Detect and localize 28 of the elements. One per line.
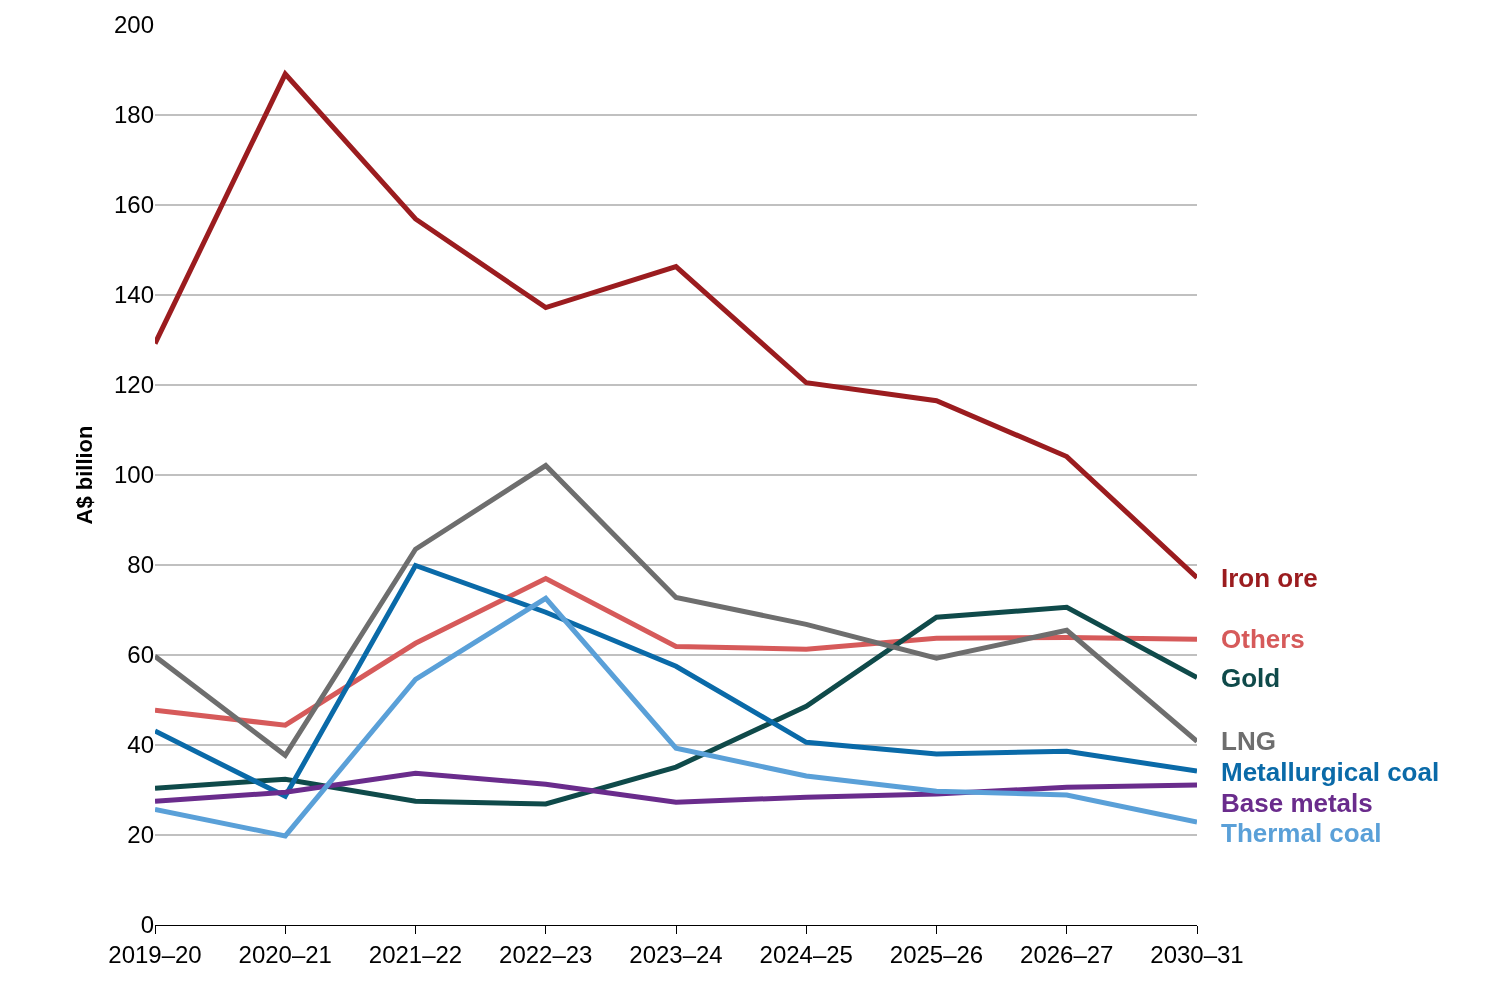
series-label: Thermal coal — [1221, 818, 1382, 848]
x-tick-label: 2021–22 — [368, 940, 463, 968]
x-tick-label: 2022–23 — [499, 940, 593, 968]
series-label: Gold — [1221, 663, 1281, 693]
y-axis-title: A$ billion — [71, 425, 97, 525]
x-tick-label: 2030–31 — [1150, 940, 1244, 968]
series-label: LNG — [1221, 726, 1276, 756]
y-tick-label: 180 — [113, 101, 154, 129]
series-label: Metallurgical coal — [1221, 757, 1440, 787]
x-tick-label: 2019–20 — [108, 940, 202, 968]
series-label: Base metals — [1221, 788, 1373, 818]
x-tick-label: 2025–26 — [889, 940, 984, 968]
series-label: Others — [1221, 624, 1305, 654]
y-tick-label: 80 — [127, 551, 154, 579]
x-tick-label: 2024–25 — [759, 940, 853, 968]
x-tick-label: 2023–24 — [629, 940, 723, 968]
y-tick-label: 40 — [127, 731, 154, 759]
y-tick-label: 120 — [113, 371, 154, 399]
x-tick-label: 2020–21 — [238, 940, 332, 968]
y-tick-label: 100 — [113, 461, 154, 489]
x-tick-label: 2026–27 — [1020, 940, 1114, 968]
y-tick-label: 20 — [127, 821, 154, 849]
y-tick-label: 200 — [113, 11, 154, 39]
y-tick-label: 60 — [127, 641, 154, 669]
y-tick-label: 0 — [140, 911, 154, 939]
series-label: Iron ore — [1221, 563, 1318, 593]
y-tick-label: 140 — [113, 281, 154, 309]
y-tick-label: 160 — [113, 191, 154, 219]
